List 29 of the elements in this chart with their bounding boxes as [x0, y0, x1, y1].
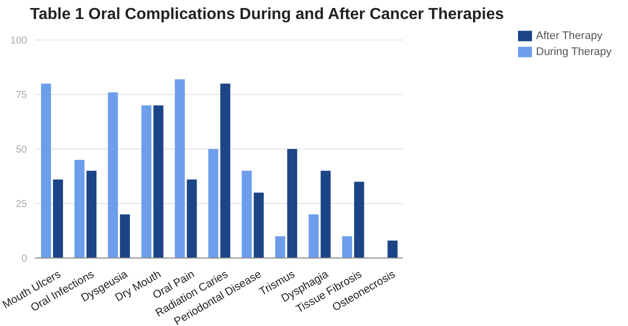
bar [120, 214, 130, 258]
bar [320, 170, 331, 258]
y-tick-label: 25 [16, 199, 28, 210]
bar [275, 236, 286, 258]
bar [242, 170, 252, 258]
bar [354, 182, 364, 258]
y-tick-label: 75 [16, 90, 28, 102]
bar [141, 105, 152, 258]
chart-title: Table 1 Oral Complications During and After Cancer Therapies [30, 6, 504, 24]
bar [186, 180, 197, 258]
bar [388, 240, 398, 258]
y-tick-label: 0 [21, 254, 28, 265]
bar [220, 84, 230, 258]
bar [208, 149, 218, 258]
bar [287, 149, 298, 258]
bar [108, 92, 118, 258]
bar [254, 192, 264, 258]
y-tick-label: 100 [10, 36, 28, 47]
legend-label: During Therapy [536, 46, 612, 58]
bar [41, 84, 52, 258]
y-tick-label: 50 [16, 144, 28, 156]
bar [86, 170, 96, 258]
bar [74, 160, 84, 258]
bar [308, 214, 319, 258]
bar [342, 236, 352, 258]
bar [153, 105, 164, 258]
bar [53, 180, 64, 258]
legend-label: After Therapy [536, 30, 602, 42]
bar [174, 79, 185, 258]
